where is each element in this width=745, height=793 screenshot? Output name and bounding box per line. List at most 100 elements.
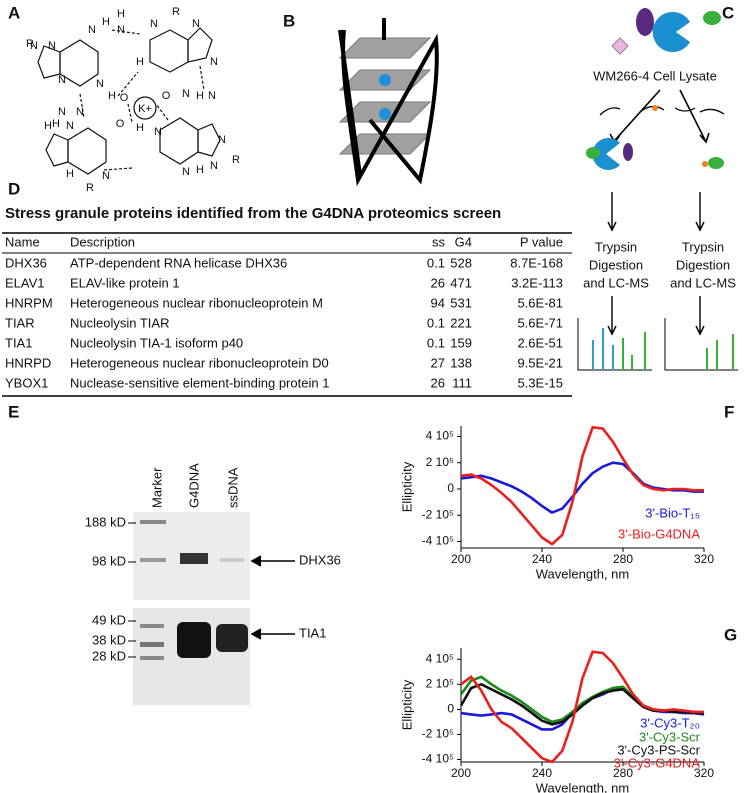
- atom-label: H: [196, 90, 204, 102]
- legend-label: 3'-Cy3-T₂₀: [640, 715, 700, 730]
- atom-label: N: [96, 78, 104, 90]
- probe-tag: [702, 161, 708, 167]
- band: [177, 622, 211, 658]
- dna-probes: [599, 105, 725, 116]
- backbone: [338, 18, 439, 187]
- table-cell: 5.3E-15: [517, 375, 563, 390]
- band: [180, 553, 208, 564]
- table-cell: 26: [431, 375, 445, 390]
- atom-label: O: [162, 90, 171, 102]
- panel-label: D: [8, 179, 20, 198]
- atom-label: N: [210, 160, 218, 172]
- band: [140, 656, 164, 660]
- table-cell: Nucleolysin TIA-1 isoform p40: [70, 335, 243, 350]
- column-header: Name: [5, 234, 40, 249]
- table-cell: 528: [450, 255, 472, 270]
- table-rules: [2, 232, 572, 397]
- ion-label: K+: [138, 103, 152, 115]
- atom-label: N: [117, 24, 125, 36]
- table-cell: Heterogeneous nuclear ribonucleoprotein …: [70, 355, 329, 370]
- atom-label: O: [120, 92, 129, 104]
- band-label: DHX36: [299, 552, 341, 567]
- table-cell: 0.1: [427, 315, 445, 330]
- arrow: [614, 89, 706, 141]
- ring: [159, 117, 199, 165]
- atom-label: N: [58, 106, 66, 118]
- x-tick-label: 280: [613, 552, 633, 566]
- western-blot: [128, 512, 295, 705]
- lane-label: G4DNA: [186, 463, 201, 508]
- y-tick-label: 4 10⁵: [426, 651, 454, 665]
- table-cell: 0.1: [427, 255, 445, 270]
- cd-curve: [460, 426, 704, 546]
- atom-label: H: [66, 168, 74, 180]
- y-tick-label: 4 10⁵: [426, 429, 454, 443]
- atom-label: N: [48, 40, 56, 52]
- y-tick-label: 0: [447, 702, 454, 716]
- table-cell: 27: [431, 355, 445, 370]
- atom-label: H: [136, 122, 144, 134]
- table-cell: 5.6E-81: [517, 295, 563, 310]
- band: [216, 624, 248, 652]
- y-tick-label: 2 10⁵: [426, 677, 454, 691]
- step-label: and LC-MS: [670, 275, 736, 290]
- panel-label: F: [724, 402, 734, 421]
- x-axis-label: Wavelength, nm: [536, 780, 629, 793]
- table-cell: 9.5E-21: [517, 355, 563, 370]
- band: [140, 642, 164, 647]
- atom-label: R: [86, 182, 94, 194]
- table-cell: 26: [431, 275, 445, 290]
- atom-label: N: [208, 90, 216, 102]
- table-cell: 2.6E-51: [517, 335, 563, 350]
- legend-label: 3'-Bio-T₁₅: [645, 505, 700, 520]
- atom-label: H: [117, 8, 125, 20]
- marker-label: 49 kD: [92, 612, 126, 627]
- table-cell: DHX36: [5, 255, 47, 270]
- step-label: Digestion: [589, 257, 643, 272]
- y-tick-label: -2 10⁵: [422, 727, 454, 741]
- x-tick-label: 320: [694, 552, 714, 566]
- legend-label: 3'-Cy3-PS-Scr: [617, 742, 700, 757]
- protein-shape: [592, 138, 620, 170]
- panel-label: G: [724, 625, 737, 644]
- panel-label: B: [283, 11, 295, 30]
- x-tick-label: 200: [451, 552, 471, 566]
- table-cell: 3.2E-113: [511, 275, 563, 290]
- table-title: Stress granule proteins identified from …: [5, 205, 501, 222]
- atom-label: H: [136, 56, 144, 68]
- spectrum-peaks: [592, 328, 614, 370]
- table-cell: ELAV-like protein 1: [70, 275, 180, 290]
- table-cell: HNRPM: [5, 295, 53, 310]
- lane-label: ssDNA: [225, 467, 240, 508]
- hydrogen-bonds: [79, 29, 205, 171]
- table-cell: 111: [452, 375, 472, 390]
- atom-label: R: [172, 6, 180, 18]
- protein-shape: [586, 147, 600, 159]
- atom-label: H: [108, 90, 116, 102]
- band: [140, 520, 166, 524]
- legend-label: 3'-Bio-G4DNA: [618, 526, 700, 541]
- table-cell: 94: [431, 295, 445, 310]
- marker-label: 38 kD: [92, 632, 126, 647]
- column-header: Description: [70, 234, 135, 249]
- lane-label: Marker: [149, 467, 164, 508]
- tetrad: [338, 37, 432, 59]
- band: [140, 558, 166, 562]
- step-label: Trypsin: [595, 239, 637, 254]
- protein-shape: [708, 157, 724, 169]
- atom-label: N: [182, 88, 190, 100]
- arrow: [253, 560, 295, 635]
- x-tick-label: 240: [532, 552, 552, 566]
- band: [140, 624, 164, 628]
- atom-label: O: [116, 118, 125, 130]
- lysate-drawing: [577, 8, 738, 371]
- y-tick-label: -2 10⁵: [422, 507, 454, 521]
- table-cell: ELAV1: [5, 275, 45, 290]
- table-cell: 8.7E-168: [510, 255, 563, 270]
- marker-label: 28 kD: [92, 648, 126, 663]
- atom-label: N: [192, 18, 200, 30]
- x-tick-label: 320: [694, 766, 714, 780]
- protein-shape: [636, 8, 654, 36]
